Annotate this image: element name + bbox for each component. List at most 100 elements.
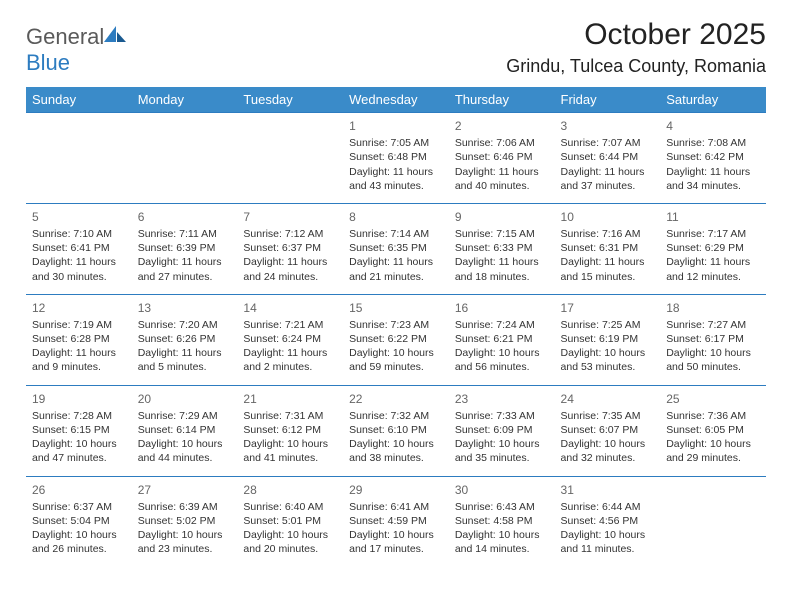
calendar-day-cell: 23Sunrise: 7:33 AMSunset: 6:09 PMDayligh… [449,385,555,476]
day-details: Sunrise: 7:24 AMSunset: 6:21 PMDaylight:… [455,318,549,375]
calendar-day-cell: 31 Sunrise: 6:44 AMSunset: 4:56 PMDayligh… [555,476,661,566]
weekday-header: Tuesday [237,87,343,113]
calendar-header-row: SundayMondayTuesdayWednesdayThursdayFrid… [26,87,766,113]
day-number: 11 [666,209,760,225]
calendar-day-cell: 26 Sunrise: 6:37 AMSunset: 5:04 PMDayligh… [26,476,132,566]
calendar-day-cell: 8 Sunrise: 7:14 AMSunset: 6:35 PMDaylight… [343,203,449,294]
calendar-day-cell: 17 Sunrise: 7:25 AMSunset: 6:19 PMDayligh… [555,294,661,385]
day-number: 12 [32,300,126,316]
day-number: 31 [561,482,655,498]
day-number: 27 [138,482,232,498]
day-number: 19 [32,391,126,407]
logo: GeneralBlue [26,18,126,76]
calendar-day-cell: 30 Sunrise: 6:43 AMSunset: 4:58 PMDayligh… [449,476,555,566]
day-details: Sunrise: 6:41 AMSunset: 4:59 PMDaylight:… [349,500,443,557]
calendar-day-cell: 15Sunrise: 7:23 AMSunset: 6:22 PMDayligh… [343,294,449,385]
calendar-day-cell: 19 Sunrise: 7:28 AMSunset: 6:15 PMDayligh… [26,385,132,476]
calendar-day-cell: 16 Sunrise: 7:24 AMSunset: 6:21 PMDayligh… [449,294,555,385]
day-details: Sunrise: 7:08 AMSunset: 6:42 PMDaylight:… [666,136,760,193]
calendar-day-cell: 5Sunrise: 7:10 AMSunset: 6:41 PMDaylight… [26,203,132,294]
day-details: Sunrise: 7:23 AMSunset: 6:22 PMDaylight:… [349,318,443,375]
day-number: 28 [243,482,337,498]
day-details: Sunrise: 7:16 AMSunset: 6:31 PMDaylight:… [561,227,655,284]
weekday-header: Sunday [26,87,132,113]
day-number: 30 [455,482,549,498]
day-number: 9 [455,209,549,225]
day-number: 22 [349,391,443,407]
calendar-body: 1 Sunrise: 7:05 AMSunset: 6:48 PMDaylight… [26,113,766,567]
day-details: Sunrise: 7:35 AMSunset: 6:07 PMDaylight:… [561,409,655,466]
calendar-week-row: 1 Sunrise: 7:05 AMSunset: 6:48 PMDaylight… [26,113,766,204]
day-details: Sunrise: 6:44 AMSunset: 4:56 PMDaylight:… [561,500,655,557]
calendar-day-cell: 7Sunrise: 7:12 AMSunset: 6:37 PMDaylight… [237,203,343,294]
calendar-day-cell: 10 Sunrise: 7:16 AMSunset: 6:31 PMDayligh… [555,203,661,294]
day-number: 26 [32,482,126,498]
calendar-day-cell: 14Sunrise: 7:21 AMSunset: 6:24 PMDayligh… [237,294,343,385]
location: Grindu, Tulcea County, Romania [506,56,766,77]
day-number: 16 [455,300,549,316]
logo-text: GeneralBlue [26,24,126,76]
title-block: October 2025 Grindu, Tulcea County, Roma… [506,18,766,77]
day-details: Sunrise: 7:19 AMSunset: 6:28 PMDaylight:… [32,318,126,375]
day-details: Sunrise: 7:32 AMSunset: 6:10 PMDaylight:… [349,409,443,466]
calendar-day-cell: 28Sunrise: 6:40 AMSunset: 5:01 PMDayligh… [237,476,343,566]
calendar-table: SundayMondayTuesdayWednesdayThursdayFrid… [26,87,766,566]
day-details: Sunrise: 7:25 AMSunset: 6:19 PMDaylight:… [561,318,655,375]
day-details: Sunrise: 6:43 AMSunset: 4:58 PMDaylight:… [455,500,549,557]
day-number: 6 [138,209,232,225]
calendar-week-row: 12 Sunrise: 7:19 AMSunset: 6:28 PMDayligh… [26,294,766,385]
weekday-header: Saturday [660,87,766,113]
day-details: Sunrise: 7:06 AMSunset: 6:46 PMDaylight:… [455,136,549,193]
calendar-week-row: 5Sunrise: 7:10 AMSunset: 6:41 PMDaylight… [26,203,766,294]
calendar-day-cell: 3Sunrise: 7:07 AMSunset: 6:44 PMDaylight… [555,113,661,204]
day-number: 18 [666,300,760,316]
calendar-day-cell: 27Sunrise: 6:39 AMSunset: 5:02 PMDayligh… [132,476,238,566]
calendar-day-cell: 18Sunrise: 7:27 AMSunset: 6:17 PMDayligh… [660,294,766,385]
day-details: Sunrise: 7:15 AMSunset: 6:33 PMDaylight:… [455,227,549,284]
calendar-day-cell: 12 Sunrise: 7:19 AMSunset: 6:28 PMDayligh… [26,294,132,385]
day-number: 5 [32,209,126,225]
calendar-day-cell [132,113,238,204]
calendar-day-cell: 6 Sunrise: 7:11 AMSunset: 6:39 PMDaylight… [132,203,238,294]
calendar-day-cell [237,113,343,204]
calendar-day-cell: 13 Sunrise: 7:20 AMSunset: 6:26 PMDayligh… [132,294,238,385]
weekday-header: Friday [555,87,661,113]
logo-text-1: General [26,24,104,49]
calendar-week-row: 19 Sunrise: 7:28 AMSunset: 6:15 PMDayligh… [26,385,766,476]
day-details: Sunrise: 7:21 AMSunset: 6:24 PMDaylight:… [243,318,337,375]
calendar-day-cell: 24 Sunrise: 7:35 AMSunset: 6:07 PMDayligh… [555,385,661,476]
day-number: 20 [138,391,232,407]
day-details: Sunrise: 7:28 AMSunset: 6:15 PMDaylight:… [32,409,126,466]
calendar-day-cell [660,476,766,566]
day-details: Sunrise: 7:05 AMSunset: 6:48 PMDaylight:… [349,136,443,193]
day-details: Sunrise: 7:17 AMSunset: 6:29 PMDaylight:… [666,227,760,284]
day-details: Sunrise: 7:29 AMSunset: 6:14 PMDaylight:… [138,409,232,466]
day-number: 21 [243,391,337,407]
day-number: 13 [138,300,232,316]
day-details: Sunrise: 7:14 AMSunset: 6:35 PMDaylight:… [349,227,443,284]
day-number: 10 [561,209,655,225]
calendar-day-cell: 29 Sunrise: 6:41 AMSunset: 4:59 PMDayligh… [343,476,449,566]
calendar-day-cell: 4Sunrise: 7:08 AMSunset: 6:42 PMDaylight… [660,113,766,204]
weekday-header: Monday [132,87,238,113]
calendar-day-cell: 9 Sunrise: 7:15 AMSunset: 6:33 PMDaylight… [449,203,555,294]
day-number: 3 [561,118,655,134]
day-number: 24 [561,391,655,407]
day-number: 1 [349,118,443,134]
logo-triangle-icon [104,24,126,44]
day-details: Sunrise: 7:11 AMSunset: 6:39 PMDaylight:… [138,227,232,284]
calendar-day-cell: 1 Sunrise: 7:05 AMSunset: 6:48 PMDaylight… [343,113,449,204]
calendar-day-cell: 2Sunrise: 7:06 AMSunset: 6:46 PMDaylight… [449,113,555,204]
calendar-day-cell: 21Sunrise: 7:31 AMSunset: 6:12 PMDayligh… [237,385,343,476]
day-details: Sunrise: 7:36 AMSunset: 6:05 PMDaylight:… [666,409,760,466]
day-details: Sunrise: 7:20 AMSunset: 6:26 PMDaylight:… [138,318,232,375]
calendar-day-cell: 22 Sunrise: 7:32 AMSunset: 6:10 PMDayligh… [343,385,449,476]
day-number: 17 [561,300,655,316]
weekday-header: Thursday [449,87,555,113]
day-details: Sunrise: 6:37 AMSunset: 5:04 PMDaylight:… [32,500,126,557]
calendar-week-row: 26 Sunrise: 6:37 AMSunset: 5:04 PMDayligh… [26,476,766,566]
calendar-day-cell [26,113,132,204]
day-number: 7 [243,209,337,225]
day-number: 29 [349,482,443,498]
day-number: 8 [349,209,443,225]
